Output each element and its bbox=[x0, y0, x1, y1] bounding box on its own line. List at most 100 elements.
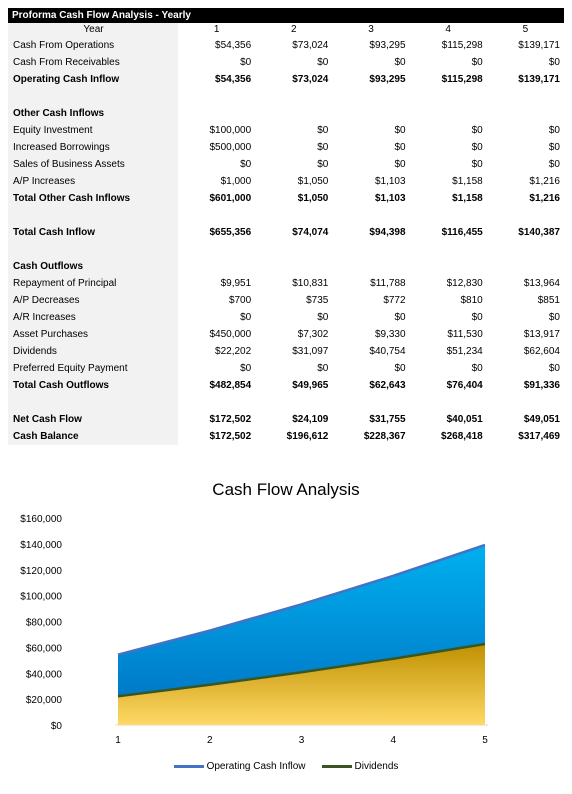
cell-value: $115,298 bbox=[441, 40, 483, 51]
y-tick-label: $60,000 bbox=[26, 643, 63, 654]
cell-value bbox=[178, 207, 255, 224]
cell-value: $0 bbox=[471, 142, 483, 153]
cell-value: $139,171 bbox=[518, 40, 560, 51]
cell-value: $73,024 bbox=[292, 74, 329, 85]
table-row: Equity Investment $100,000 $0 $0 $0 $0 bbox=[8, 122, 564, 139]
table-row: A/P Decreases $700 $735 $772 $810 $851 bbox=[8, 292, 564, 309]
cell-value: $0 bbox=[471, 125, 483, 136]
cell-value bbox=[332, 258, 409, 275]
cell-value bbox=[410, 88, 487, 105]
table-row: Operating Cash Inflow $54,356 $73,024 $93,2… bbox=[8, 71, 564, 88]
cell-value: $1,216 bbox=[529, 193, 560, 204]
cell-value: $0 bbox=[394, 142, 406, 153]
table-row: Total Cash Outflows $482,854 $49,965 $62,64… bbox=[8, 377, 564, 394]
cell-value: $54,356 bbox=[215, 74, 252, 85]
table-row: Other Cash Inflows bbox=[8, 105, 564, 122]
row-label: Preferred Equity Payment bbox=[8, 360, 178, 377]
cell-value: $317,469 bbox=[518, 431, 560, 442]
y-tick-label: $40,000 bbox=[26, 669, 63, 680]
cell-value: $0 bbox=[548, 363, 560, 374]
cell-value: $115,298 bbox=[441, 74, 483, 85]
cell-value bbox=[332, 88, 409, 105]
table-row: A/R Increases $0 $0 $0 $0 $0 bbox=[8, 309, 564, 326]
cell-value: $0 bbox=[240, 312, 252, 323]
cell-value: $0 bbox=[394, 159, 406, 170]
cell-value bbox=[410, 207, 487, 224]
cell-value: $0 bbox=[394, 363, 406, 374]
row-label bbox=[8, 88, 178, 105]
cell-value bbox=[255, 241, 332, 258]
cell-value: $7,302 bbox=[297, 329, 329, 340]
legend-entry: Dividends bbox=[321, 761, 398, 772]
cell-value bbox=[487, 258, 564, 275]
cell-value bbox=[332, 207, 409, 224]
cell-value: $24,109 bbox=[292, 414, 329, 425]
cell-value bbox=[255, 394, 332, 411]
y-tick-label: $80,000 bbox=[26, 618, 63, 629]
cell-value: $0 bbox=[317, 57, 329, 68]
cell-value: $0 bbox=[317, 159, 329, 170]
row-label: A/R Increases bbox=[8, 309, 178, 326]
cell-value: $49,051 bbox=[523, 414, 560, 425]
cell-value bbox=[178, 88, 255, 105]
year-header: 1 bbox=[213, 24, 220, 35]
cell-value: $74,074 bbox=[292, 227, 329, 238]
x-tick-label: 1 bbox=[115, 735, 121, 746]
cell-value: $772 bbox=[383, 295, 406, 306]
cell-value: $0 bbox=[317, 312, 329, 323]
row-label bbox=[8, 241, 178, 258]
row-label: Net Cash Flow bbox=[8, 411, 178, 428]
cash-flow-table: Year 1 2 3 4 5 Cash From Operations $54,356 $73,… bbox=[8, 23, 564, 445]
cell-value: $49,965 bbox=[292, 380, 329, 391]
row-label: Total Cash Inflow bbox=[8, 224, 178, 241]
year-header: 3 bbox=[368, 24, 374, 35]
y-tick-label: $120,000 bbox=[20, 566, 62, 577]
table-row: Asset Purchases $450,000 $7,302 $9,330 $11,5… bbox=[8, 326, 564, 343]
row-label: Cash From Operations bbox=[8, 37, 178, 54]
cell-value: $76,404 bbox=[446, 380, 483, 391]
row-label: Cash Outflows bbox=[8, 258, 178, 275]
cell-value: $655,356 bbox=[209, 227, 252, 238]
y-tick-label: $20,000 bbox=[26, 695, 63, 706]
cell-value bbox=[410, 258, 487, 275]
cell-value bbox=[487, 88, 564, 105]
cash-flow-sheet: Proforma Cash Flow Analysis - Yearly Yea… bbox=[8, 8, 564, 445]
cell-value: $31,755 bbox=[369, 414, 406, 425]
row-label: Total Cash Outflows bbox=[8, 377, 178, 394]
legend-label: Operating Cash Inflow bbox=[206, 761, 306, 772]
cell-value: $139,171 bbox=[518, 74, 560, 85]
cell-value: $0 bbox=[240, 57, 252, 68]
table-row: Cash Outflows bbox=[8, 258, 564, 275]
cell-value: $93,295 bbox=[369, 40, 406, 51]
cell-value: $0 bbox=[548, 142, 560, 153]
x-tick-label: 3 bbox=[299, 735, 305, 746]
chart-plot: $0 $20,000 $40,000 $60,000 $80,000 $100,000 $1… bbox=[20, 514, 488, 746]
cell-value: $228,367 bbox=[363, 431, 406, 442]
cell-value: $1,050 bbox=[297, 193, 329, 204]
table-row: Sales of Business Assets $0 $0 $0 $0 $0 bbox=[8, 156, 564, 173]
cell-value bbox=[178, 258, 255, 275]
cell-value: $13,964 bbox=[523, 278, 560, 289]
cell-value: $172,502 bbox=[209, 414, 252, 425]
legend-entry: Operating Cash Inflow bbox=[173, 761, 306, 772]
series-line-2 bbox=[117, 642, 486, 698]
table-row: Total Cash Inflow $655,356 $74,074 $94,398 $… bbox=[8, 224, 564, 241]
cell-value: $0 bbox=[471, 363, 483, 374]
cell-value: $500,000 bbox=[209, 142, 252, 153]
row-label: Repayment of Principal bbox=[8, 275, 178, 292]
cell-value bbox=[410, 241, 487, 258]
cell-value: $12,830 bbox=[446, 278, 483, 289]
row-label bbox=[8, 207, 178, 224]
y-tick-label: $100,000 bbox=[20, 592, 62, 603]
series-area-2 bbox=[118, 644, 485, 725]
cell-value: $268,418 bbox=[441, 431, 483, 442]
table-row: Cash From Operations $54,356 $73,024 $93,29… bbox=[8, 37, 564, 54]
cell-value: $1,216 bbox=[529, 176, 560, 187]
cell-value: $31,097 bbox=[292, 346, 329, 357]
cell-value: $700 bbox=[228, 295, 252, 306]
legend-swatch bbox=[173, 765, 204, 768]
chart-title: Cash Flow Analysis bbox=[212, 480, 360, 499]
year-header: 4 bbox=[445, 24, 451, 35]
cell-value bbox=[332, 394, 409, 411]
cell-value: $1,103 bbox=[374, 193, 406, 204]
